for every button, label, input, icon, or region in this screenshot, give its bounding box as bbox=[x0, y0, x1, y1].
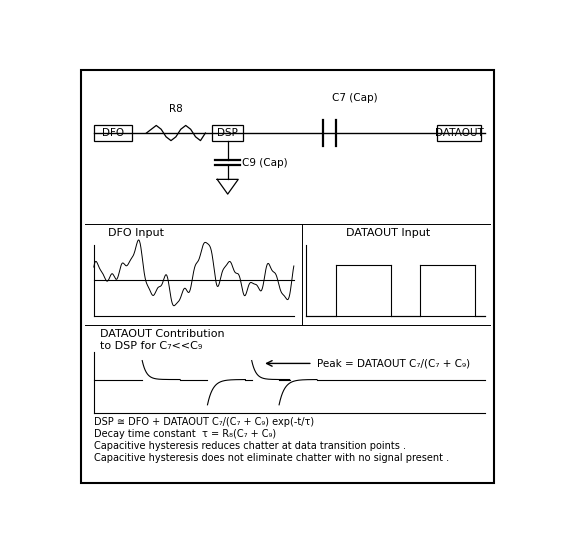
FancyBboxPatch shape bbox=[94, 125, 132, 142]
FancyBboxPatch shape bbox=[81, 70, 494, 482]
Text: Peak = DATAOUT C₇/(C₇ + C₉): Peak = DATAOUT C₇/(C₇ + C₉) bbox=[317, 358, 470, 369]
Text: Decay time constant  τ = R₈(C₇ + C₉): Decay time constant τ = R₈(C₇ + C₉) bbox=[94, 429, 276, 439]
FancyBboxPatch shape bbox=[437, 125, 481, 142]
Text: DATAOUT Input: DATAOUT Input bbox=[347, 228, 431, 238]
Text: DATAOUT: DATAOUT bbox=[435, 128, 484, 138]
Text: DFO Input: DFO Input bbox=[108, 228, 164, 238]
Text: C9 (Cap): C9 (Cap) bbox=[242, 158, 288, 167]
Text: R8: R8 bbox=[169, 104, 183, 114]
Text: Capacitive hysteresis reduces chatter at data transition points .: Capacitive hysteresis reduces chatter at… bbox=[94, 441, 406, 451]
Text: Capacitive hysteresis does not eliminate chatter with no signal present .: Capacitive hysteresis does not eliminate… bbox=[94, 453, 449, 463]
Text: DSP ≅ DFO + DATAOUT C₇/(C₇ + C₉) exp(-t/τ): DSP ≅ DFO + DATAOUT C₇/(C₇ + C₉) exp(-t/… bbox=[94, 417, 314, 427]
Text: C7 (Cap): C7 (Cap) bbox=[332, 93, 378, 103]
Text: to DSP for C₇<<C₉: to DSP for C₇<<C₉ bbox=[100, 341, 203, 351]
FancyBboxPatch shape bbox=[211, 125, 243, 142]
Text: DFO: DFO bbox=[102, 128, 124, 138]
Text: DATAOUT Contribution: DATAOUT Contribution bbox=[100, 329, 225, 339]
Text: DSP: DSP bbox=[217, 128, 238, 138]
